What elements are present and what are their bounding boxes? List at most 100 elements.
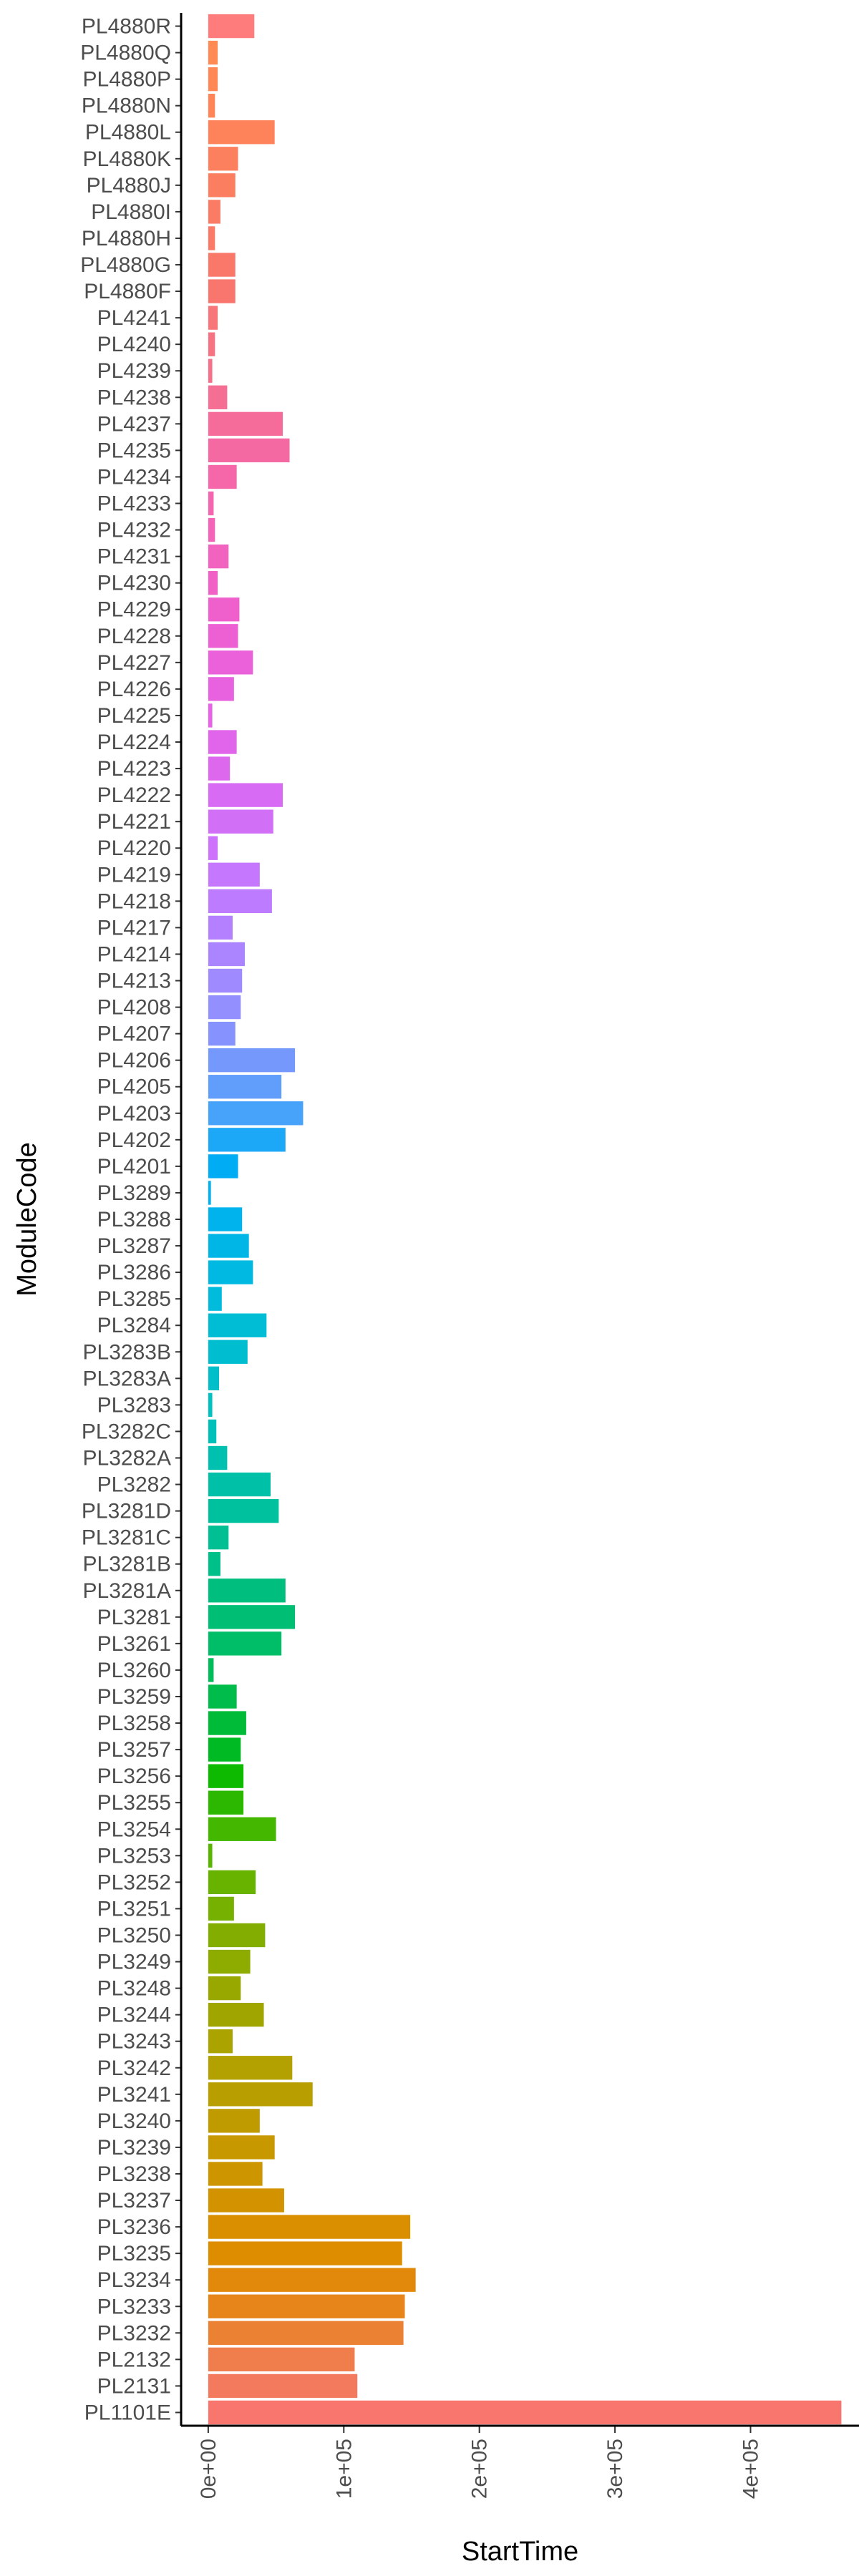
y-tick-label: PL4233	[97, 492, 171, 516]
bar-pl3255	[208, 1790, 244, 1815]
y-tick-label: PL3281A	[83, 1579, 171, 1603]
bar-pl3283b	[208, 1340, 248, 1364]
y-tick-label: PL3234	[97, 2268, 171, 2292]
bar-pl4202	[208, 1128, 286, 1152]
bar-pl3281b	[208, 1552, 220, 1576]
y-tick-label: PL3253	[97, 1844, 171, 1868]
y-tick-label: PL3244	[97, 2004, 171, 2027]
y-tick-label: PL4202	[97, 1128, 171, 1152]
bar-pl3283	[208, 1392, 213, 1418]
bar-pl4880r	[208, 14, 255, 39]
y-tick-label: PL3242	[97, 2057, 171, 2080]
y-tick-label: PL4221	[97, 810, 171, 834]
bar-pl3284	[208, 1313, 267, 1337]
y-tick-label: PL4223	[97, 757, 171, 781]
bar-pl4217	[208, 915, 233, 940]
bar-pl3285	[208, 1287, 222, 1311]
y-tick-label: PL3243	[97, 2030, 171, 2054]
bar-pl1101e	[208, 2400, 842, 2425]
bar-pl4241	[208, 306, 218, 330]
y-tick-label: PL4880K	[83, 147, 171, 171]
bar-pl4239	[208, 358, 213, 383]
y-tick-label: PL4218	[97, 889, 171, 913]
bar-pl3249	[208, 1949, 251, 1974]
y-tick-label: PL3254	[97, 1818, 171, 1841]
y-tick-label: PL3284	[97, 1314, 171, 1337]
bar-pl3259	[208, 1684, 237, 1709]
y-tick-label: PL4231	[97, 545, 171, 569]
bar-pl4238	[208, 385, 228, 409]
y-tick-label: PL3281B	[83, 1553, 171, 1576]
bar-pl4240	[208, 332, 215, 356]
bar-pl3252	[208, 1870, 256, 1895]
y-tick-label: PL4239	[97, 359, 171, 383]
bar-pl4221	[208, 809, 273, 834]
y-tick-label: PL3236	[97, 2215, 171, 2239]
y-tick-label: PL3281C	[82, 1526, 171, 1550]
y-tick-label: PL3260	[97, 1659, 171, 1682]
y-tick-label: PL3287	[97, 1234, 171, 1258]
y-tick-label: PL4203	[97, 1102, 171, 1126]
y-tick-label: PL4235	[97, 439, 171, 462]
y-tick-label: PL4226	[97, 678, 171, 701]
bar-pl3257	[208, 1737, 241, 1762]
bar-pl4223	[208, 756, 230, 781]
y-tick-label: PL3257	[97, 1738, 171, 1762]
y-tick-label: PL4225	[97, 704, 171, 728]
y-tick-label: PL3282C	[82, 1420, 171, 1443]
bar-pl3282a	[208, 1445, 228, 1470]
bar-pl3248	[208, 1976, 241, 2001]
y-tick-label: PL4238	[97, 386, 171, 409]
y-tick-label: PL3232	[97, 2321, 171, 2345]
bar-pl4230	[208, 571, 218, 595]
bar-pl3281d	[208, 1498, 279, 1523]
y-tick-label: PL4241	[97, 306, 171, 330]
bar-pl4880q	[208, 40, 218, 65]
y-tick-label: PL3235	[97, 2242, 171, 2265]
y-tick-label: PL3288	[97, 1208, 171, 1231]
bar-pl3244	[208, 2002, 264, 2027]
y-tick-label: PL4207	[97, 1023, 171, 1046]
x-tick-label: 1e+05	[332, 2439, 356, 2499]
y-tick-label: PL3282A	[83, 1446, 171, 1470]
y-tick-label: PL4880G	[80, 253, 171, 277]
bar-pl3256	[208, 1764, 244, 1788]
bar-pl3283a	[208, 1366, 220, 1391]
bar-pl4880h	[208, 226, 215, 250]
y-tick-label: PL3259	[97, 1685, 171, 1709]
y-tick-label: PL3248	[97, 1977, 171, 2001]
bar-pl3235	[208, 2241, 402, 2265]
y-tick-label: PL4880L	[85, 121, 171, 145]
y-tick-label: PL2132	[97, 2348, 171, 2371]
y-tick-label: PL4219	[97, 863, 171, 887]
bar-pl4237	[208, 411, 283, 436]
x-tick-label: 3e+05	[603, 2439, 627, 2499]
bar-pl4218	[208, 889, 272, 914]
bar-pl4880n	[208, 94, 215, 118]
y-tick-label: PL3238	[97, 2162, 171, 2186]
bar-pl3234	[208, 2268, 416, 2292]
y-tick-label: PL4880I	[91, 200, 171, 224]
y-tick-label: PL3286	[97, 1261, 171, 1284]
bar-pl3236	[208, 2215, 411, 2239]
bar-pl3243	[208, 2029, 233, 2054]
y-tick-label: PL4205	[97, 1075, 171, 1099]
bar-pl3281a	[208, 1579, 286, 1603]
y-tick-label: PL3285	[97, 1287, 171, 1311]
bar-pl4880f	[208, 279, 236, 303]
y-tick-label: PL4880P	[83, 68, 171, 92]
bar-pl4201	[208, 1154, 238, 1179]
y-tick-label: PL3281	[97, 1606, 171, 1629]
bar-pl2131	[208, 2373, 358, 2399]
bar-pl3286	[208, 1260, 253, 1284]
y-tick-label: PL4208	[97, 996, 171, 1020]
bar-pl3250	[208, 1923, 266, 1948]
bar-pl3233	[208, 2294, 405, 2318]
y-tick-label: PL4201	[97, 1155, 171, 1179]
bar-pl3238	[208, 2162, 263, 2186]
bar-pl4225	[208, 703, 213, 728]
bar-pl4206	[208, 1048, 296, 1073]
y-tick-label: PL4213	[97, 970, 171, 993]
y-tick-label: PL4228	[97, 625, 171, 648]
